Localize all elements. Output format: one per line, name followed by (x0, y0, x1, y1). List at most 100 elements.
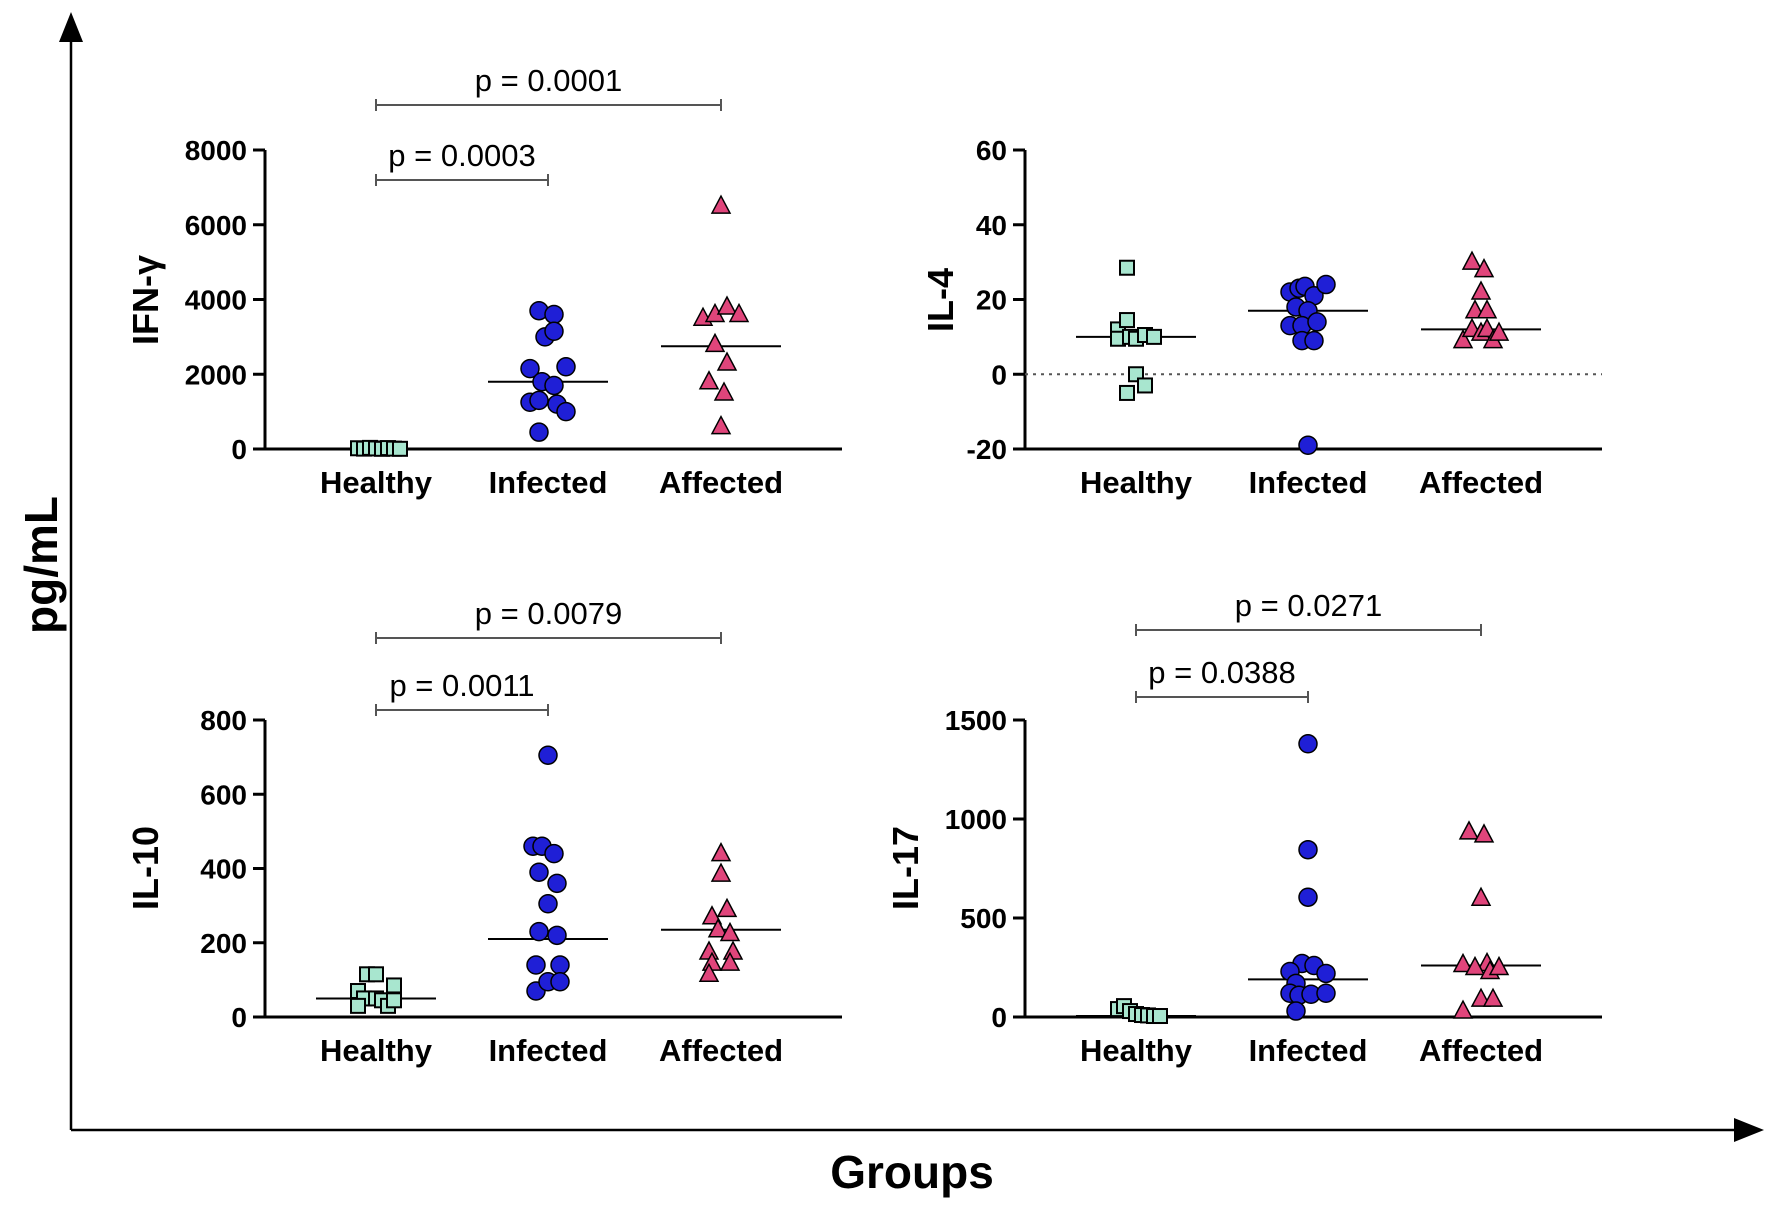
data-point-infected (544, 304, 564, 325)
data-point-infected (556, 357, 576, 377)
y-axis-label: IL-4 (920, 268, 961, 332)
data-point-infected (1304, 330, 1324, 351)
data-point-affected (1452, 329, 1474, 349)
y-axis-label: IL-17 (885, 826, 926, 910)
data-point-affected (719, 951, 741, 971)
y-axis-label: IFN-γ (125, 255, 166, 345)
y-tick-label: 1500 (945, 705, 1007, 736)
y-tick-label: 800 (200, 705, 247, 736)
y-tick-label: 500 (960, 903, 1007, 934)
data-point-healthy (386, 977, 402, 994)
y-tick-label: 0 (991, 1002, 1007, 1033)
x-category-label: Infected (1249, 1033, 1368, 1068)
y-tick-label: 1000 (945, 804, 1007, 835)
p-value-label: p = 0.0079 (475, 596, 622, 631)
x-category-label: Affected (1419, 465, 1543, 500)
y-tick-label: 8000 (185, 135, 247, 166)
data-point-affected (722, 940, 744, 960)
data-point-affected (701, 905, 723, 925)
data-point-infected (1316, 983, 1336, 1003)
data-point-affected (1488, 955, 1510, 976)
x-category-label: Healthy (1080, 465, 1193, 500)
y-axis-label: IL-10 (125, 826, 166, 910)
outer-y-label: pg/mL (15, 496, 67, 634)
outer-x-arrow (1734, 1118, 1764, 1142)
data-point-affected (719, 921, 741, 942)
y-tick-label: 2000 (185, 359, 247, 390)
data-point-affected (1452, 999, 1474, 1019)
data-point-infected (1286, 1001, 1306, 1021)
x-category-label: Healthy (1080, 1033, 1193, 1068)
data-point-infected (1298, 887, 1318, 907)
data-point-healthy (1152, 1008, 1168, 1025)
data-point-affected (716, 897, 738, 918)
y-tick-label: 20 (976, 285, 1007, 316)
y-tick-label: 0 (231, 434, 247, 465)
p-value-label: p = 0.0388 (1148, 655, 1295, 690)
data-point-affected (1461, 250, 1483, 270)
data-point-affected (713, 381, 735, 401)
data-point-affected (698, 940, 720, 960)
data-point-infected (520, 358, 540, 379)
data-point-affected (1470, 280, 1492, 300)
data-point-affected (716, 295, 738, 315)
p-value-label: p = 0.0011 (389, 668, 534, 703)
data-point-infected (538, 894, 558, 914)
data-point-infected (1316, 963, 1336, 984)
data-point-affected (1464, 955, 1486, 976)
data-point-infected (556, 401, 576, 422)
data-point-infected (1298, 435, 1318, 456)
x-category-label: Healthy (320, 1033, 433, 1068)
data-point-healthy (368, 966, 384, 983)
data-point-infected (550, 955, 570, 975)
p-value-label: p = 0.0001 (475, 63, 622, 98)
data-point-healthy (1119, 312, 1135, 329)
y-tick-label: 60 (976, 135, 1007, 166)
data-point-affected (698, 370, 720, 390)
data-point-infected (544, 321, 564, 342)
data-point-infected (544, 375, 564, 396)
x-category-label: Infected (489, 1033, 608, 1068)
panel-il-17: 0 500 1000 1500 Healthy Infected Affected IL-17… (885, 588, 1602, 1068)
data-point-affected (707, 918, 729, 938)
x-category-label: Healthy (320, 465, 433, 500)
outer-y-arrow (59, 12, 83, 42)
y-tick-label: 600 (200, 779, 247, 810)
data-point-infected (538, 745, 558, 766)
data-point-infected (1298, 839, 1318, 860)
panel-il-10: 0 200 400 600 800 Healthy Infected Affected IL-1… (125, 596, 842, 1068)
panel-ifn-: 0 2000 4000 6000 8000 Healthy Infected Affected… (125, 63, 842, 500)
x-category-label: Infected (1249, 465, 1368, 500)
y-tick-label: -20 (967, 434, 1007, 465)
data-point-affected (1482, 987, 1504, 1007)
data-point-infected (526, 955, 546, 975)
data-point-infected (1298, 734, 1318, 754)
data-point-healthy (392, 440, 408, 457)
data-point-affected (710, 862, 732, 882)
data-point-infected (529, 862, 549, 882)
data-point-affected (1473, 257, 1495, 278)
data-point-affected (716, 351, 738, 371)
y-tick-label: 0 (991, 359, 1007, 390)
x-category-label: Affected (659, 1033, 783, 1068)
data-point-healthy (350, 997, 366, 1014)
data-point-healthy (1119, 259, 1135, 276)
data-point-infected (1316, 274, 1336, 295)
p-value-label: p = 0.0271 (1235, 588, 1382, 623)
y-tick-label: 40 (976, 210, 1007, 241)
data-point-infected (529, 390, 549, 411)
y-tick-label: 0 (231, 1002, 247, 1033)
y-tick-label: 4000 (185, 285, 247, 316)
data-point-affected (1458, 820, 1480, 840)
data-point-infected (1307, 312, 1327, 332)
data-point-healthy (1137, 377, 1153, 394)
data-point-affected (1452, 952, 1474, 973)
data-point-infected (529, 422, 549, 442)
data-point-affected (1473, 823, 1495, 843)
y-tick-label: 200 (200, 928, 247, 959)
data-point-affected (710, 842, 732, 862)
data-point-infected (529, 921, 549, 942)
y-tick-label: 6000 (185, 210, 247, 241)
data-point-affected (698, 962, 720, 983)
